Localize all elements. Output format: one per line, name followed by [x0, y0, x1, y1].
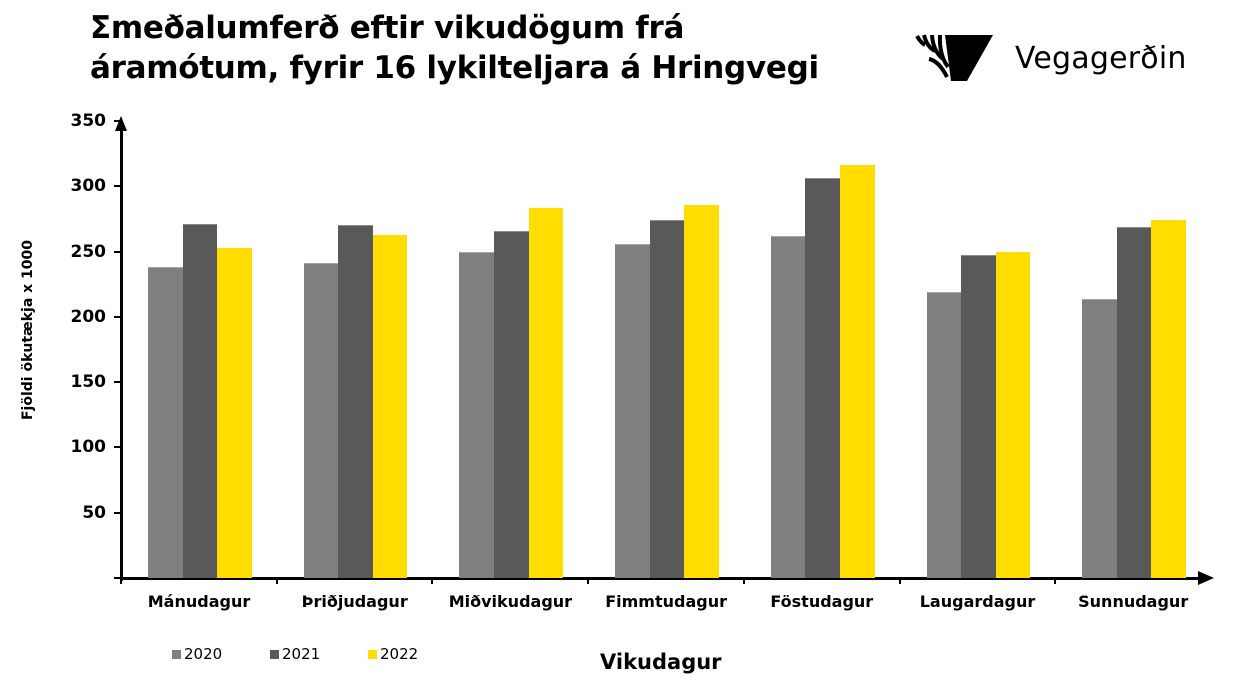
bar-2021-1 [338, 225, 373, 578]
x-tick-mark [898, 578, 901, 584]
y-tick-mark [114, 577, 122, 579]
bar-2021-4 [805, 178, 840, 578]
x-category-label: Föstudagur [770, 592, 874, 611]
y-axis-title: Fjöldi ökutækja x 1000 [20, 239, 36, 421]
x-tick-mark [742, 578, 745, 584]
y-tick-mark [114, 250, 122, 253]
legend-item-2021: 2021 [270, 645, 320, 663]
y-tick-label: 250 [70, 241, 107, 262]
x-category-label: Fimmtudagur [605, 592, 727, 611]
bar-2021-6 [1116, 226, 1152, 578]
y-tick-label: 150 [70, 372, 107, 393]
y-tick-mark [114, 185, 122, 188]
bar-2020-5 [926, 292, 962, 578]
legend-swatch-icon [368, 649, 377, 659]
x-tick-mark [587, 578, 590, 584]
bar-2022-5 [995, 251, 1031, 578]
x-category-label: Sunnudagur [1078, 592, 1189, 611]
x-category-label: Miðvikudagur [448, 592, 573, 611]
x-category-label: Mánudagur [147, 592, 251, 611]
y-tick-label: 50 [82, 502, 106, 523]
bar-2020-2 [459, 251, 494, 578]
chart-title-line-1: Σmeðalumferð eftir vikudögum frá [90, 10, 685, 46]
y-tick-label: 200 [70, 306, 107, 327]
legend-swatch-icon [270, 649, 279, 659]
bar-2022-1 [372, 234, 408, 578]
x-category-label: Laugardagur [919, 592, 1036, 611]
vegagerdin-logo-icon [915, 34, 993, 81]
chart-title-line-2: áramótum, fyrir 16 lykilteljara á Hringv… [90, 50, 819, 86]
x-tick-mark [275, 578, 278, 584]
bar-2020-1 [303, 263, 339, 578]
bar-2020-4 [770, 235, 806, 578]
x-tick-mark [120, 578, 122, 584]
x-axis-title: Vikudagur [600, 650, 722, 674]
y-tick-label: 100 [70, 437, 107, 458]
x-category-label: Þriðjudagur [301, 592, 408, 611]
y-tick-mark [114, 381, 122, 384]
y-tick-mark [114, 315, 122, 318]
bar-2021-2 [494, 230, 529, 578]
x-axis-arrow-icon [1198, 571, 1214, 585]
bar-2021-5 [961, 255, 996, 578]
bar-2022-3 [684, 204, 719, 578]
legend-label: 2020 [184, 645, 223, 663]
x-tick-mark [1054, 578, 1057, 584]
legend-swatch-icon [172, 649, 181, 659]
y-tick-mark [114, 446, 122, 449]
bar-2021-0 [182, 224, 218, 578]
y-tick-label: 300 [70, 176, 107, 197]
y-axis-arrow-icon [115, 116, 127, 131]
bar-2020-0 [148, 267, 183, 578]
bar-2021-3 [649, 220, 685, 578]
chart-title: Σmeðalumferð eftir vikudögum frá áramótu… [90, 8, 890, 88]
y-axis-line [120, 128, 123, 581]
y-tick-mark [114, 511, 122, 514]
legend-label: 2021 [282, 645, 321, 663]
bar-2020-3 [615, 243, 650, 578]
bar-2020-6 [1082, 298, 1117, 578]
x-axis-line [120, 577, 1202, 580]
legend-item-2022: 2022 [368, 645, 418, 663]
logo-text: Vegagerðin [1015, 40, 1187, 76]
bar-2022-6 [1151, 220, 1186, 578]
bar-2022-4 [840, 165, 875, 578]
bar-2022-0 [217, 247, 252, 578]
vegagerdin-logo: Vegagerðin [915, 33, 1187, 83]
bar-2022-2 [528, 208, 564, 578]
legend-item-2020: 2020 [172, 645, 222, 663]
legend-label: 2022 [380, 645, 419, 663]
y-tick-label: 350 [70, 111, 107, 131]
x-tick-mark [431, 578, 434, 584]
